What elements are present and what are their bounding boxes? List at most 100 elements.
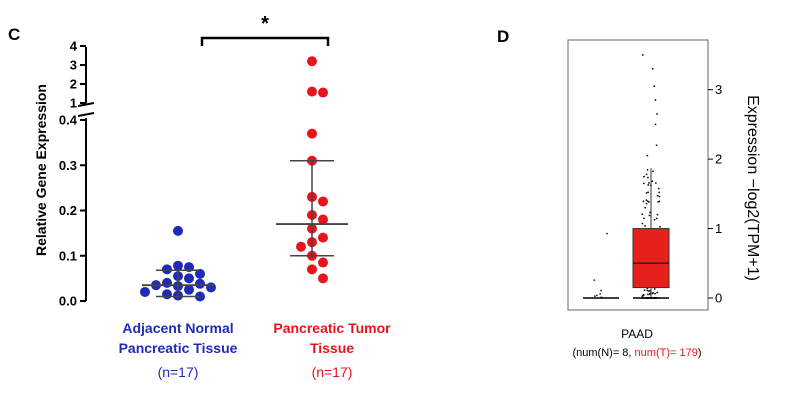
data-point bbox=[162, 264, 172, 275]
box-elements bbox=[583, 168, 670, 299]
jitter-point-tumor bbox=[658, 191, 660, 194]
data-point bbox=[318, 214, 328, 225]
jitter-point-tumor bbox=[653, 288, 656, 290]
jitter-point-tumor bbox=[645, 199, 648, 202]
category-label: PAAD bbox=[621, 327, 653, 341]
count-suffix: ) bbox=[698, 347, 702, 359]
jitter-point-tumor bbox=[656, 213, 659, 216]
jitter-point-normal bbox=[593, 279, 596, 282]
data-point bbox=[307, 86, 317, 97]
jitter-point-tumor bbox=[647, 184, 650, 186]
data-point bbox=[162, 289, 172, 300]
jitter-point-tumor bbox=[657, 187, 660, 190]
panel-c-letter: C bbox=[8, 25, 20, 44]
jitter-point-tumor bbox=[655, 217, 658, 220]
data-point bbox=[318, 196, 328, 207]
jitter-point-tumor bbox=[643, 289, 646, 292]
box-body-tumor bbox=[632, 228, 670, 289]
group-label-normal-line2: Pancreatic Tissue bbox=[119, 340, 238, 356]
data-point bbox=[318, 257, 328, 268]
jitter-point-tumor bbox=[641, 213, 644, 216]
jitter-point-tumor bbox=[642, 294, 645, 297]
y-tick-label: 2 bbox=[715, 152, 722, 167]
y-tick-label: 0.2 bbox=[59, 203, 77, 218]
jitter-point-tumor bbox=[653, 85, 656, 88]
jitter-point-tumor bbox=[646, 289, 649, 292]
error-bars bbox=[142, 159, 348, 298]
y-tick-label: 0.0 bbox=[59, 294, 77, 309]
data-point bbox=[318, 87, 328, 98]
jitter-point-tumor bbox=[651, 67, 654, 70]
count-tumor: num(T)= 179 bbox=[635, 347, 698, 359]
group-n-tumor: (n=17) bbox=[312, 364, 353, 380]
y-tick-label: 3 bbox=[715, 82, 722, 97]
axis-break-mark-top bbox=[77, 102, 95, 107]
group-label-normal-line1: Adjacent Normal bbox=[122, 320, 233, 336]
jitter-point-normal bbox=[599, 293, 601, 295]
data-point bbox=[195, 278, 205, 289]
jitter-point-tumor bbox=[648, 182, 650, 184]
jitter-point-tumor bbox=[647, 290, 650, 292]
data-point bbox=[140, 286, 150, 297]
jitter-point-tumor bbox=[648, 293, 651, 295]
data-point bbox=[184, 284, 194, 295]
jitter-point-tumor bbox=[654, 182, 657, 184]
jitter-point-tumor bbox=[655, 144, 658, 147]
y-tick-label: 1 bbox=[70, 96, 77, 111]
jitter-point-tumor bbox=[651, 180, 654, 183]
y-ticks: 0.0 0.1 0.2 0.3 0.4 1 2 3 4 bbox=[59, 39, 86, 309]
jitter-point-tumor bbox=[656, 291, 659, 294]
group-label-tumor-line1: Pancreatic Tumor bbox=[273, 320, 391, 336]
y-ticks-right: 0 1 2 3 bbox=[708, 82, 722, 306]
data-point bbox=[195, 268, 205, 279]
data-point bbox=[307, 264, 317, 275]
jitter-point-tumor bbox=[658, 195, 661, 198]
jitter-point-tumor bbox=[654, 99, 657, 101]
y-tick-label: 0.3 bbox=[59, 158, 77, 173]
jitter-point-tumor bbox=[641, 222, 644, 225]
jitter-point-tumor bbox=[656, 194, 659, 197]
jitter-point-tumor bbox=[642, 200, 645, 203]
data-point bbox=[162, 277, 172, 288]
data-point bbox=[307, 56, 317, 67]
jitter-point-tumor bbox=[653, 218, 656, 221]
jitter-point-tumor bbox=[643, 217, 645, 220]
jitter-point-tumor bbox=[652, 170, 654, 173]
jitter-point-tumor bbox=[647, 293, 649, 296]
y-tick-label: 3 bbox=[70, 58, 77, 73]
jitter-point-tumor bbox=[651, 292, 654, 295]
jitter-point-tumor bbox=[659, 225, 661, 228]
jitter-point-tumor bbox=[654, 292, 656, 295]
jitter-point-tumor bbox=[647, 191, 650, 194]
panel-d-letter: D bbox=[497, 27, 509, 46]
jitter-point-tumor bbox=[645, 173, 648, 176]
jitter-point-tumor bbox=[645, 192, 648, 194]
data-point bbox=[173, 225, 183, 236]
y-tick-label: 1 bbox=[715, 221, 722, 236]
jitter-point-tumor bbox=[643, 175, 645, 178]
jitter-point-tumor bbox=[644, 206, 647, 209]
y-tick-label: 4 bbox=[70, 39, 78, 54]
jitter-point-tumor bbox=[645, 202, 648, 205]
panel-c-scatter: C 0.0 0.1 0.2 0.3 0.4 1 2 3 4 Relative Gene Expr… bbox=[8, 13, 391, 380]
data-point bbox=[206, 282, 216, 293]
significance-star: * bbox=[261, 13, 269, 35]
group-label-tumor-line2: Tissue bbox=[310, 340, 354, 356]
panel-d-boxplot: D 0 1 2 3 Expression −log2(TPM+1) PAAD (num… bbox=[497, 27, 761, 359]
group-n-normal: (n=17) bbox=[158, 364, 199, 380]
jitter-point-tumor bbox=[646, 154, 649, 157]
jitter-point-tumor bbox=[641, 54, 644, 56]
data-points bbox=[140, 56, 328, 302]
y-tick-label: 0 bbox=[715, 291, 722, 306]
data-point bbox=[318, 273, 328, 284]
jitter-point-tumor bbox=[648, 201, 650, 203]
jitter-point-normal bbox=[600, 289, 603, 292]
y-tick-label: 0.4 bbox=[59, 113, 78, 128]
y-tick-label: 2 bbox=[70, 77, 77, 92]
y-tick-label: 0.1 bbox=[59, 248, 77, 263]
jitter-point-tumor bbox=[647, 176, 649, 179]
count-label: (num(N)= 8, num(T)= 179) bbox=[573, 347, 702, 359]
data-point bbox=[296, 241, 306, 252]
jitter-point-normal bbox=[596, 294, 598, 297]
